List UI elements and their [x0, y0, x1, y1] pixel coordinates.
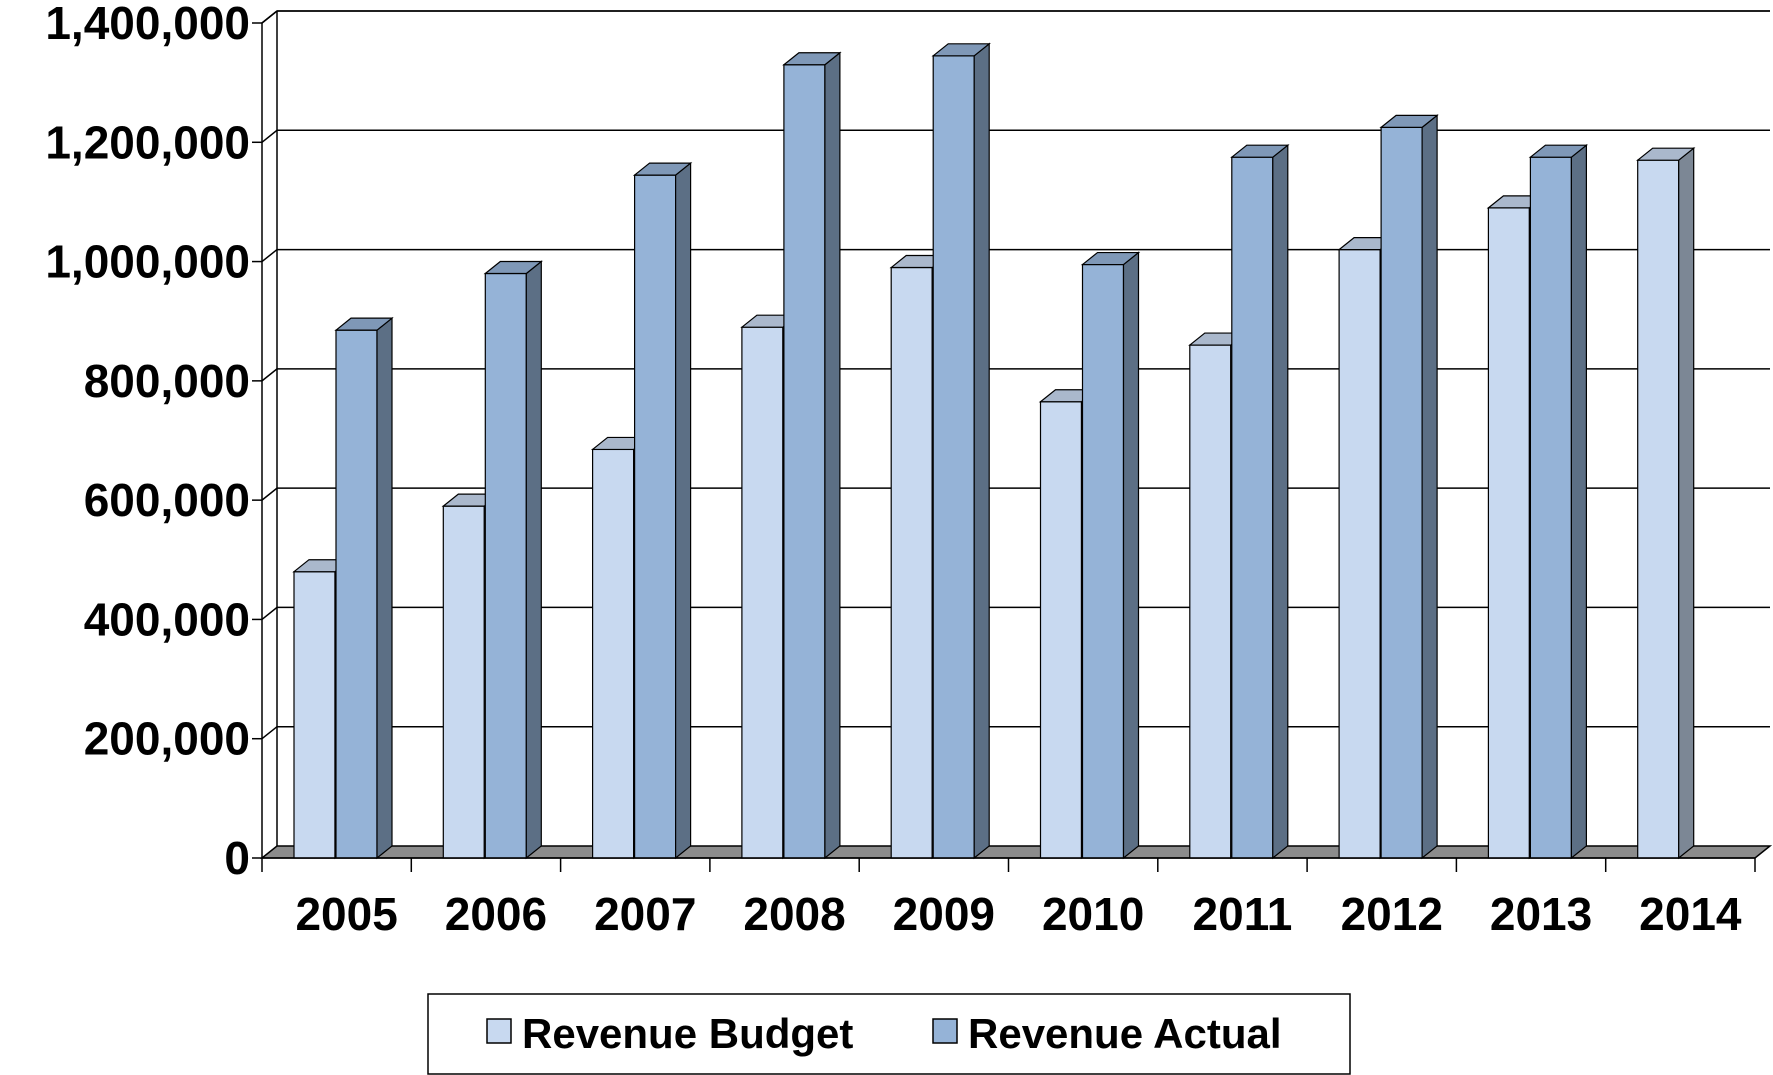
y-axis-tick-labels: 0 200,000 400,000 600,000 800,000 1,000,000 1,…	[45, 0, 250, 884]
y-tick-label: 600,000	[84, 474, 250, 526]
legend-swatch-actual	[932, 1018, 958, 1044]
bar-actual	[334, 316, 394, 860]
x-category-label: 2006	[445, 888, 547, 940]
y-tick-label: 400,000	[84, 593, 250, 645]
y-tick-label: 1,400,000	[45, 0, 250, 49]
bars	[292, 42, 1696, 860]
bar-actual	[1080, 251, 1141, 860]
legend-label-actual: Revenue Actual	[968, 1010, 1282, 1057]
y-tick-label: 200,000	[84, 713, 250, 765]
gridlines	[261, 10, 1770, 740]
y-tick-label: 0	[224, 832, 250, 884]
x-category-label: 2005	[295, 888, 397, 940]
y-tick-label: 1,000,000	[45, 236, 250, 288]
bar-actual	[483, 260, 544, 860]
legend-label-budget: Revenue Budget	[522, 1010, 853, 1057]
x-category-label: 2013	[1490, 888, 1592, 940]
bar-budget	[590, 436, 651, 860]
x-category-label: 2014	[1639, 888, 1742, 940]
axes	[252, 22, 1756, 872]
bar-actual	[1230, 143, 1290, 860]
gridline	[261, 129, 1770, 143]
x-category-label: 2007	[594, 888, 696, 940]
bar-actual	[1528, 143, 1589, 860]
bar-actual	[632, 161, 693, 860]
bar-budget	[1635, 146, 1696, 860]
bar-actual	[1379, 114, 1439, 860]
y-tick-label: 800,000	[84, 355, 250, 407]
x-category-label: 2010	[1042, 888, 1144, 940]
y-tick-label: 1,200,000	[45, 116, 250, 168]
x-category-label: 2012	[1341, 888, 1443, 940]
legend-swatch-budget	[486, 1018, 512, 1044]
x-category-label: 2008	[743, 888, 845, 940]
gridline	[261, 10, 1770, 24]
x-category-label: 2009	[893, 888, 995, 940]
legend-box	[427, 993, 1351, 1075]
bar-actual	[782, 51, 842, 860]
bar-actual	[931, 42, 991, 860]
x-axis-category-labels: 2005 2006 2007 2008 2009 2010 2011 2012 2013 2014	[295, 888, 1741, 940]
legend: Revenue Budget Revenue Actual	[427, 993, 1351, 1075]
x-category-label: 2011	[1193, 888, 1293, 940]
